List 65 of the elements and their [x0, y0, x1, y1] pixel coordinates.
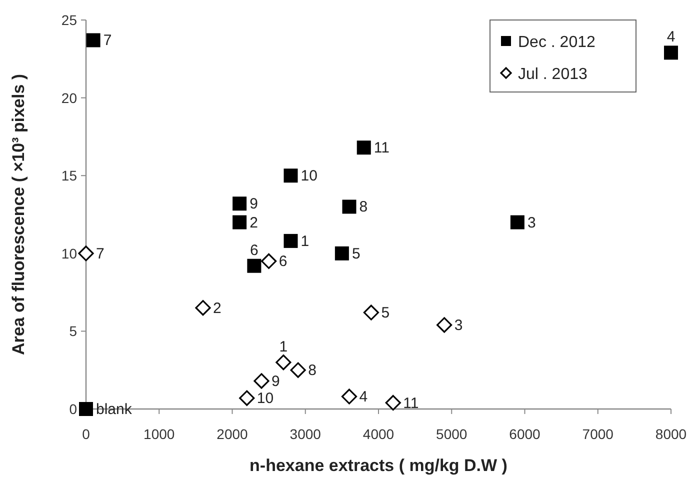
point	[334, 246, 349, 260]
annotation: 5	[352, 245, 360, 262]
annotation: 1	[300, 232, 310, 250]
point	[195, 300, 211, 316]
point	[79, 402, 93, 416]
annotation: 5	[381, 304, 390, 322]
point	[385, 394, 401, 411]
point	[86, 33, 100, 48]
annotation: 10	[300, 168, 318, 185]
point	[290, 362, 306, 378]
y-tick-label: 10	[61, 245, 78, 262]
y-tick-label: 20	[61, 90, 78, 106]
x-tick-label: 4000	[362, 426, 394, 442]
x-axis-title: n-hexane extracts ( mg/kg D.W )	[250, 456, 508, 475]
annotation: 7	[96, 245, 104, 262]
annotation: 7	[103, 32, 112, 50]
annotation: blank	[96, 401, 132, 418]
annotation: 3	[527, 214, 536, 232]
y-tick-label: 5	[69, 323, 78, 340]
x-tick-label: 6000	[509, 426, 541, 442]
annotation: 3	[454, 316, 463, 334]
x-tick-label: 3000	[290, 426, 322, 442]
point	[254, 373, 270, 389]
point	[261, 253, 277, 269]
x-tick-label: 5000	[436, 426, 468, 442]
point	[436, 317, 452, 333]
point	[247, 258, 262, 273]
point	[356, 140, 371, 155]
point	[342, 200, 356, 214]
x-tick-label: 8000	[655, 426, 687, 442]
x-tick-label: 7000	[582, 426, 614, 442]
x-tick-label: 2000	[216, 426, 248, 442]
annotation: 6	[250, 242, 258, 259]
x-tick-label: 0	[82, 426, 90, 442]
annotation: 8	[359, 198, 368, 216]
point	[78, 246, 94, 262]
point	[239, 390, 255, 406]
point	[510, 215, 524, 230]
point	[284, 168, 298, 183]
annotation: 11	[374, 140, 390, 157]
point	[276, 354, 292, 370]
point	[284, 234, 298, 248]
legend-label: Dec . 2012	[518, 34, 596, 51]
point	[363, 304, 379, 320]
annotation: 4	[666, 28, 676, 46]
annotation: 11	[403, 394, 419, 412]
annotation: 2	[213, 300, 222, 317]
annotation: 4	[359, 388, 368, 406]
point	[341, 388, 358, 404]
annotation: 8	[308, 362, 316, 380]
y-tick-label: 15	[61, 168, 78, 184]
annotation: 9	[272, 372, 280, 390]
annotation: 9	[250, 196, 258, 213]
y-axis-title: Area of fluorescence ( ×10³ pixels )	[9, 74, 28, 356]
y-tick-label: 25	[61, 12, 78, 28]
legend-label: Jul . 2013	[518, 66, 588, 83]
annotation: 6	[278, 253, 288, 270]
annotation: 1	[279, 338, 288, 356]
annotation: 2	[250, 214, 258, 232]
y-tick-label: 0	[69, 401, 78, 417]
point	[664, 46, 678, 60]
x-tick-label: 1000	[144, 426, 175, 442]
point	[232, 215, 247, 230]
annotation: 10	[256, 390, 274, 408]
point	[232, 196, 247, 211]
